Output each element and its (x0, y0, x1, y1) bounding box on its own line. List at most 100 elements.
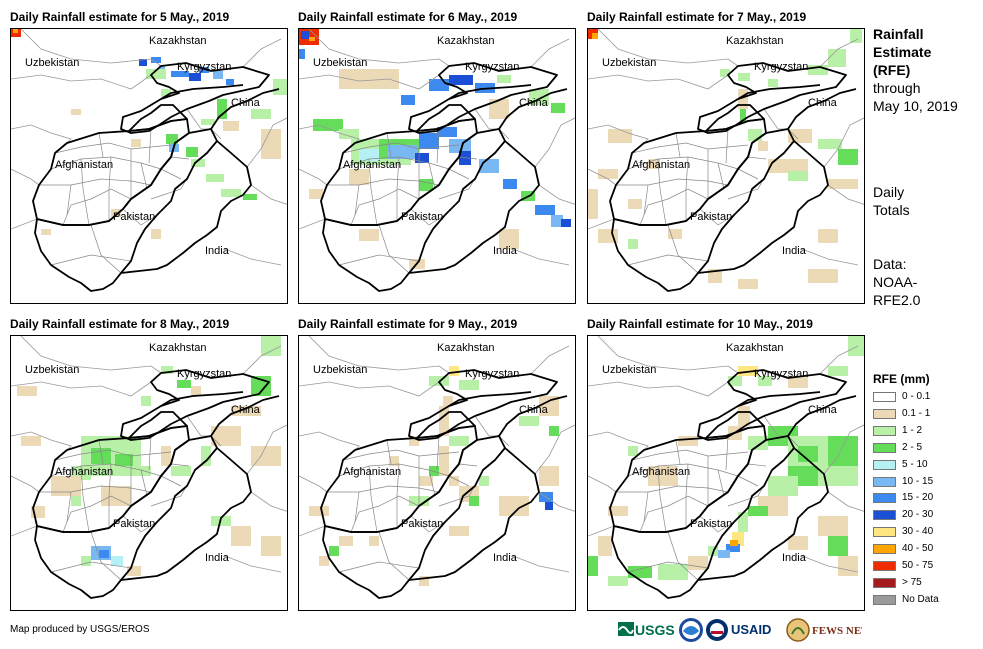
country-border (128, 104, 188, 132)
country-border (498, 88, 568, 130)
rainfall-cell (21, 436, 41, 446)
country-border (322, 435, 506, 599)
panel-title-5: Daily Rainfall estimate for 9 May., 2019 (298, 317, 518, 331)
country-label-china: China (808, 97, 837, 109)
country-label-china: China (231, 97, 260, 109)
legend-swatch (873, 408, 896, 419)
sidebar-daily-line: Daily (873, 184, 905, 200)
rainfall-cell (489, 99, 509, 119)
rainfall-cell (850, 29, 862, 43)
rainfall-cell (449, 139, 471, 153)
neighbor-border (538, 184, 575, 205)
rainfall-cell (273, 79, 287, 95)
country-border (737, 84, 821, 100)
province-border (725, 128, 729, 164)
legend-label: 2 - 5 (902, 441, 923, 453)
country-label-pakistan: Pakistan (401, 518, 444, 530)
rainfall-cell (768, 79, 778, 87)
province-border (410, 208, 446, 226)
rainfall-cell (415, 153, 429, 163)
province-border (386, 132, 392, 158)
rainfall-cell (161, 446, 171, 466)
rainfall-map-4: Kazakhstan Uzbekistan Kyrgyzstan China Afgha… (10, 335, 288, 611)
province-border (80, 158, 90, 226)
province-border (685, 463, 689, 528)
country-label-uzbekistan: Uzbekistan (313, 364, 368, 376)
country-label-kyrgyzstan: Kyrgyzstan (754, 61, 809, 73)
province-border (737, 475, 759, 487)
province-border (737, 168, 759, 180)
legend-swatch (873, 425, 896, 436)
rainfall-cell (429, 466, 439, 476)
rainfall-cell (788, 376, 808, 388)
province-border (66, 491, 72, 523)
province-border (122, 208, 158, 226)
province-border (148, 435, 152, 471)
rainfall-cell (261, 536, 281, 556)
neighbor-border (299, 431, 360, 451)
rainfall-cell (211, 426, 241, 446)
legend-label: 15 - 20 (902, 492, 934, 504)
province-border (50, 561, 132, 573)
province-border (350, 188, 420, 226)
country-border (120, 447, 252, 581)
rainfall-cell (758, 141, 768, 151)
province-border (62, 495, 132, 533)
rainfall-cell (598, 229, 618, 243)
country-label-india: India (782, 245, 806, 257)
province-border (458, 156, 478, 160)
rainfall-cell (189, 73, 201, 81)
province-border (458, 463, 478, 467)
rainfall-cell (499, 229, 519, 249)
rainfall-cell (499, 496, 529, 516)
country-label-kazakhstan: Kazakhstan (437, 35, 495, 47)
neighbor-border (11, 431, 72, 451)
map-canvas (588, 29, 864, 292)
province-border (378, 224, 410, 274)
country-label-kyrgyzstan: Kyrgyzstan (177, 368, 232, 380)
province-border (627, 561, 709, 573)
province-border (108, 156, 112, 221)
rainfall-cell (349, 169, 369, 185)
sidebar-data-source: Data: NOAA- RFE2.0 (873, 255, 920, 309)
province-border (667, 531, 699, 581)
rainfall-cell (608, 576, 628, 586)
province-border (386, 439, 392, 465)
province-border (90, 224, 122, 274)
province-border (98, 439, 104, 465)
rainfall-cell (115, 454, 133, 466)
rainfall-cell (191, 159, 205, 167)
rainfall-cell (111, 556, 123, 566)
rainfall-cell (419, 179, 433, 191)
province-border (428, 162, 436, 190)
sidebar-data-line: RFE2.0 (873, 292, 921, 308)
rainfall-cell (588, 189, 598, 219)
country-border (448, 391, 532, 407)
neighbor-border (20, 336, 162, 374)
rainfall-map-5: Kazakhstan Uzbekistan Kyrgyzstan China Afgha… (298, 335, 576, 611)
rainfall-cell (201, 119, 215, 125)
rainfall-cell (628, 566, 652, 578)
rainfall-cell (339, 129, 359, 139)
neighbor-border (242, 38, 282, 68)
province-border (62, 188, 132, 226)
country-label-india: India (205, 552, 229, 564)
rainfall-cell (161, 366, 173, 374)
rainfall-cell (748, 129, 762, 141)
neighbor-border (819, 38, 859, 68)
province-border (39, 485, 152, 493)
province-border (747, 463, 767, 467)
country-label-china: China (808, 404, 837, 416)
rainfall-cell (71, 496, 81, 506)
rainfall-cell (738, 512, 748, 532)
rainfall-cell (648, 466, 678, 486)
country-border (787, 395, 857, 437)
country-label-uzbekistan: Uzbekistan (313, 57, 368, 69)
rainfall-cell (101, 486, 131, 506)
country-label-china: China (519, 97, 548, 109)
rainfall-cell (726, 544, 740, 552)
legend-label: 40 - 50 (902, 543, 934, 555)
province-border (140, 469, 148, 497)
rainfall-cell (151, 57, 161, 63)
neighbor-border (530, 38, 570, 68)
